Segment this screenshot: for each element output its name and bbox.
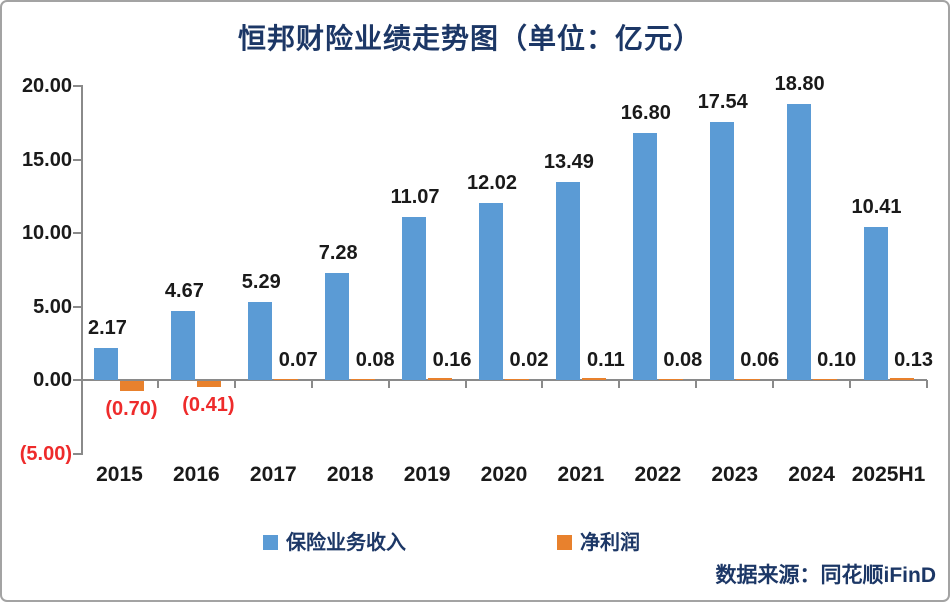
value-label-insurance-revenue-2020: 12.02 — [466, 172, 518, 195]
value-label-net-profit-2021: 0.11 — [586, 349, 625, 371]
value-label-insurance-revenue-2016: 4.67 — [164, 280, 204, 303]
x-axis-label-2025H1: 2025H1 — [851, 463, 926, 486]
value-label-net-profit-2024: 0.10 — [817, 349, 857, 371]
x-axis-tick — [156, 380, 159, 388]
bar-insurance-revenue-2020 — [479, 203, 503, 380]
bar-insurance-revenue-2021 — [555, 181, 580, 380]
value-label-insurance-revenue-2021: 13.49 — [543, 150, 594, 173]
x-axis-tick — [618, 380, 621, 388]
y-axis-label: 10.00 — [21, 222, 72, 244]
legend-swatch-insurance-revenue — [263, 535, 278, 550]
bar-net-profit-2020 — [505, 379, 529, 380]
x-axis-label-2017: 2017 — [249, 463, 297, 486]
x-axis-label-2020: 2020 — [480, 463, 528, 486]
x-axis-label-2015: 2015 — [96, 463, 143, 486]
bar-insurance-revenue-2017 — [248, 302, 273, 380]
bar-net-profit-2021 — [581, 378, 606, 380]
y-axis-label: 0.00 — [33, 369, 72, 391]
legend-swatch-net-profit — [557, 535, 572, 550]
bar-insurance-revenue-2015 — [94, 348, 119, 380]
x-axis-tick — [310, 380, 313, 388]
bar-net-profit-2016 — [197, 381, 222, 388]
value-label-net-profit-2022: 0.08 — [663, 349, 703, 371]
x-axis-tick — [387, 380, 390, 388]
y-axis-tick — [73, 379, 81, 381]
value-label-insurance-revenue-2023: 17.54 — [697, 91, 748, 114]
bar-insurance-revenue-2025H1 — [863, 226, 888, 380]
x-axis-line — [81, 379, 927, 381]
bar-net-profit-2019 — [428, 377, 453, 380]
bar-net-profit-2015 — [120, 381, 145, 392]
value-label-net-profit-2015: (0.70) — [105, 398, 158, 421]
value-label-net-profit-2018: 0.08 — [355, 349, 395, 371]
value-label-net-profit-2023: 0.06 — [740, 349, 780, 371]
value-label-insurance-revenue-2022: 16.80 — [620, 102, 671, 125]
bar-insurance-revenue-2018 — [325, 272, 350, 380]
y-axis-tick — [73, 158, 81, 161]
value-label-net-profit-2017: 0.07 — [278, 349, 318, 371]
x-axis-label-2024: 2024 — [788, 463, 835, 486]
bar-insurance-revenue-2016 — [171, 311, 196, 380]
bar-net-profit-2022 — [658, 378, 683, 380]
y-axis-tick — [73, 85, 81, 87]
bar-insurance-revenue-2019 — [402, 217, 427, 380]
chart-title: 恒邦财险业绩走势图（单位：亿元） — [237, 23, 702, 54]
bar-net-profit-2024 — [812, 378, 837, 380]
value-label-insurance-revenue-2018: 7.28 — [318, 241, 358, 264]
y-axis-label: 5.00 — [33, 295, 72, 318]
y-axis-tick — [73, 232, 81, 234]
x-axis-label-2018: 2018 — [326, 463, 374, 486]
y-axis-label: (5.00) — [19, 442, 72, 465]
bar-net-profit-2023 — [735, 379, 760, 380]
x-axis-tick — [233, 380, 236, 388]
value-label-insurance-revenue-2015: 2.17 — [87, 317, 127, 340]
x-axis-label-2019: 2019 — [403, 463, 451, 486]
legend-label-net-profit: 净利润 — [580, 532, 640, 554]
legend: 保险业务收入 净利润 — [2, 531, 948, 555]
bar-net-profit-2017 — [274, 378, 299, 380]
bar-insurance-revenue-2024 — [786, 103, 811, 380]
value-label-insurance-revenue-2017: 5.29 — [241, 271, 281, 294]
value-label-net-profit-2016: (0.41) — [182, 394, 235, 417]
y-axis-label: 20.00 — [21, 75, 72, 97]
value-label-insurance-revenue-2024: 18.80 — [774, 72, 825, 95]
x-axis-tick — [772, 380, 775, 388]
y-axis-line — [81, 85, 83, 455]
y-axis-tick — [73, 452, 81, 455]
value-label-insurance-revenue-2019: 11.07 — [390, 186, 440, 209]
x-axis-label-2022: 2022 — [634, 463, 682, 486]
value-label-net-profit-2020: 0.02 — [509, 349, 549, 371]
x-axis-label-2016: 2016 — [173, 463, 220, 486]
x-axis-tick — [541, 380, 544, 388]
x-axis-tick — [464, 380, 467, 388]
legend-label-insurance-revenue: 保险业务收入 — [286, 532, 406, 554]
value-label-net-profit-2025H1: 0.13 — [894, 349, 933, 371]
x-axis-tick — [695, 380, 698, 388]
x-axis-label-2021: 2021 — [557, 463, 605, 486]
bar-insurance-revenue-2022 — [632, 133, 657, 380]
data-source: 数据来源：同花顺iFinD — [715, 564, 937, 587]
x-axis-label-2023: 2023 — [711, 463, 759, 486]
value-label-net-profit-2019: 0.16 — [432, 349, 472, 371]
y-axis-tick — [73, 305, 81, 308]
bar-insurance-revenue-2023 — [709, 122, 734, 380]
x-axis-tick — [849, 380, 852, 388]
y-axis-label: 15.00 — [21, 148, 72, 171]
bar-net-profit-2025H1 — [889, 378, 914, 380]
value-label-insurance-revenue-2025H1: 10.41 — [851, 195, 902, 218]
x-axis-tick — [926, 380, 928, 388]
bar-net-profit-2018 — [351, 378, 376, 380]
